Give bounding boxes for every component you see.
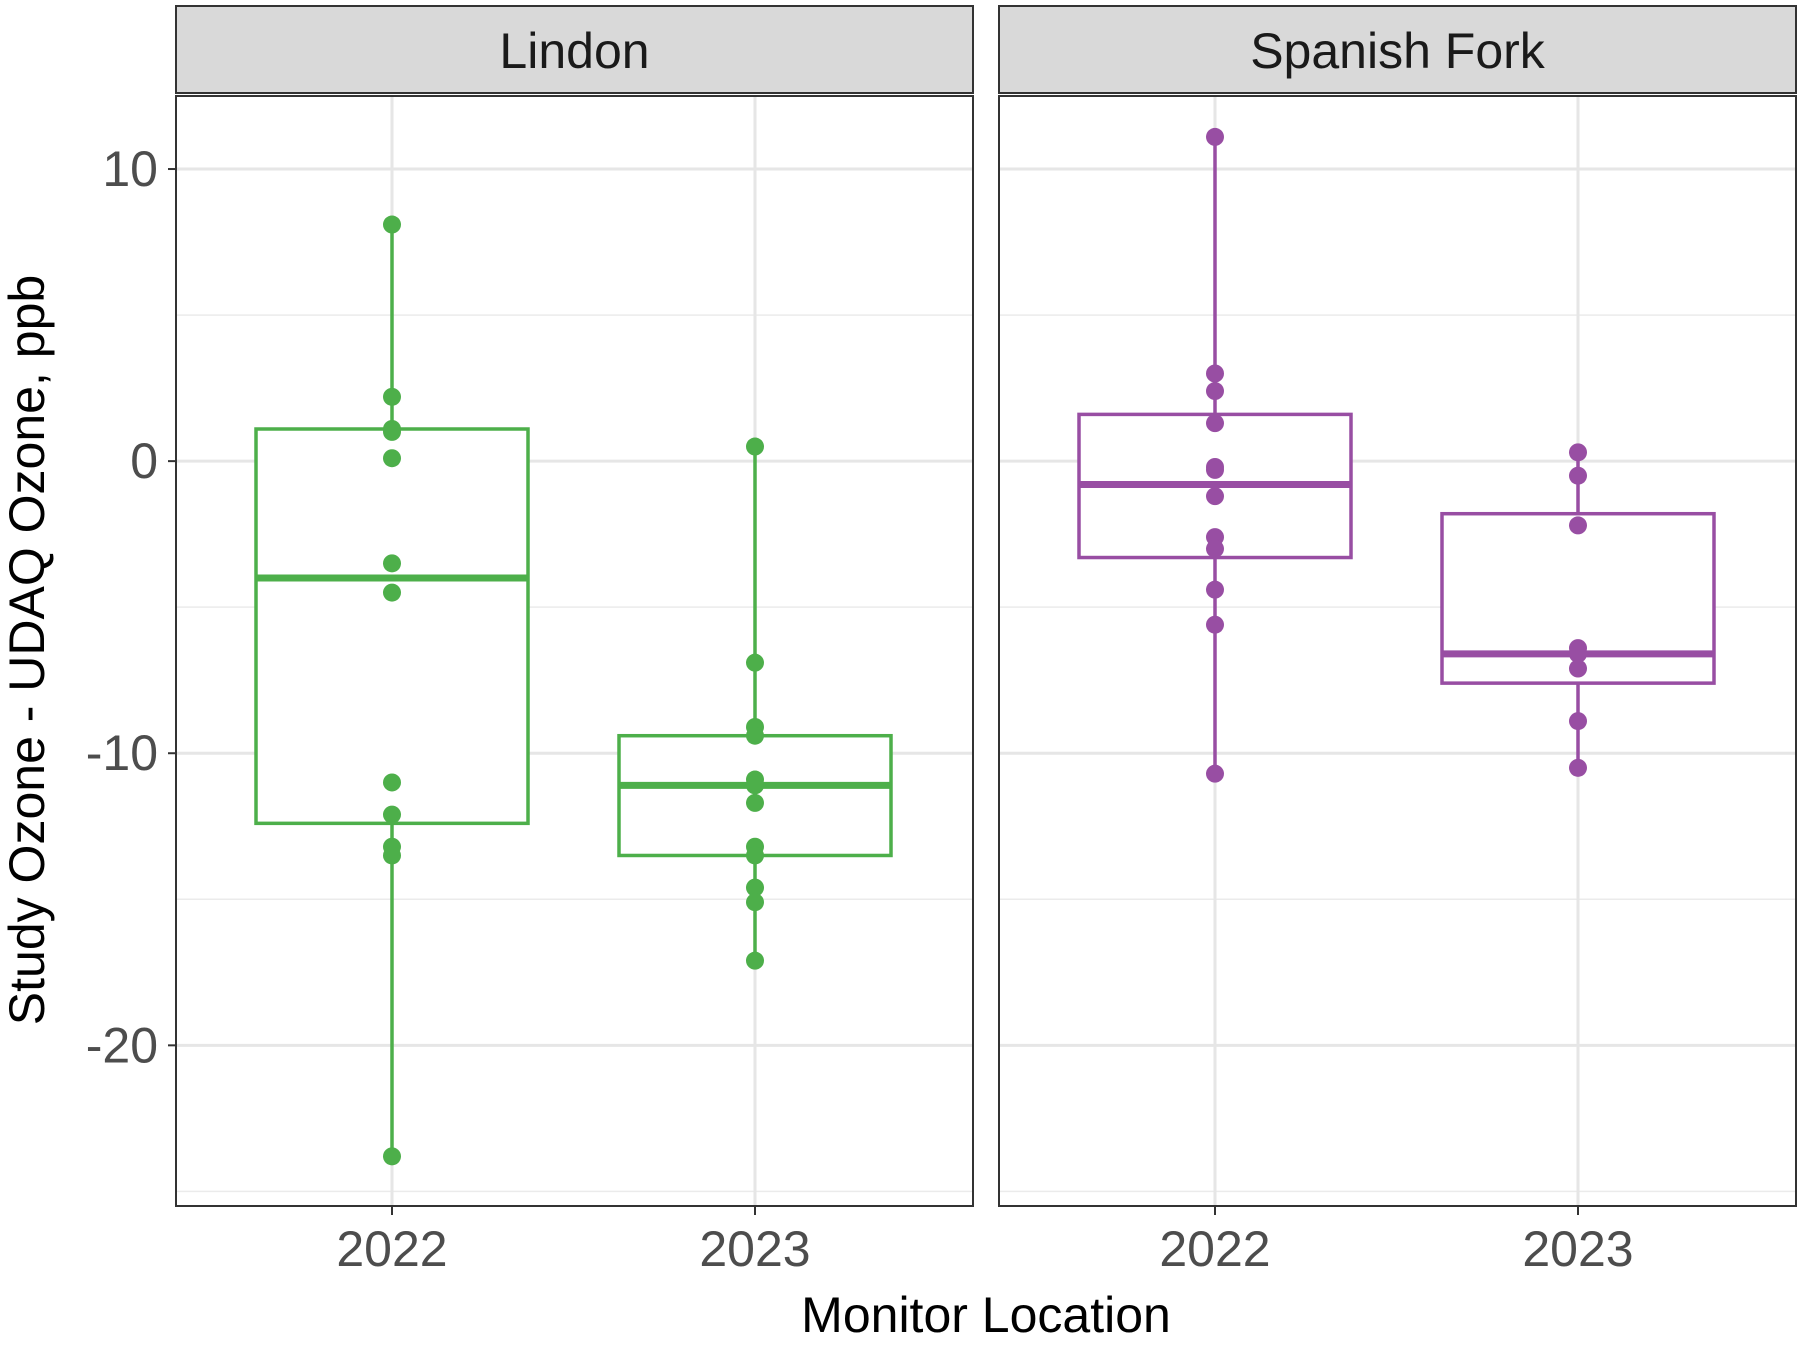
data-point	[383, 422, 401, 441]
box-group	[617, 437, 893, 970]
data-point	[746, 437, 764, 456]
x-tick-label: 2022	[1159, 1221, 1270, 1277]
data-point	[746, 793, 764, 812]
data-point	[1569, 516, 1587, 535]
data-point	[1206, 580, 1224, 599]
y-tick-label: -10	[86, 725, 158, 781]
panel-border	[175, 95, 974, 1207]
iqr-box	[254, 427, 530, 826]
data-point	[746, 776, 764, 795]
facet-strip	[998, 5, 1797, 94]
y-tick-label: -20	[86, 1017, 158, 1073]
box-group	[1440, 443, 1716, 777]
data-point	[746, 893, 764, 912]
data-point	[1206, 364, 1224, 383]
y-tick-label: 10	[102, 141, 158, 197]
data-point	[1569, 758, 1587, 777]
data-point	[1206, 414, 1224, 433]
data-point	[383, 449, 401, 468]
y-tick-label: 0	[130, 433, 158, 489]
data-point	[746, 726, 764, 745]
data-point	[1569, 712, 1587, 731]
data-point	[746, 878, 764, 897]
data-point	[746, 653, 764, 672]
data-point	[746, 846, 764, 865]
data-point	[1569, 466, 1587, 485]
data-point	[383, 215, 401, 234]
facet-strip-label: Spanish Fork	[1250, 23, 1546, 79]
data-point	[383, 846, 401, 865]
facet-panel: Spanish Fork 2022 2023	[998, 5, 1797, 1277]
y-axis-title: Study Ozone - UDAQ Ozone, ppb	[0, 275, 55, 1025]
facet-panels: 10 0 -10 -20 Lindon 2022 2023 Spanish Fork 2022 2…	[86, 5, 1797, 1277]
x-axis-title: Monitor Location	[801, 1287, 1171, 1343]
data-point	[383, 583, 401, 602]
data-point	[383, 805, 401, 824]
x-tick-label: 2023	[699, 1221, 810, 1277]
data-point	[1206, 615, 1224, 634]
data-point	[746, 951, 764, 970]
box-group	[254, 215, 530, 1166]
data-point	[1206, 487, 1224, 506]
facet-panel: Lindon 2022 2023	[175, 5, 974, 1277]
data-point	[1206, 539, 1224, 558]
data-point	[383, 773, 401, 792]
box-group	[1077, 127, 1353, 783]
x-tick-label: 2022	[336, 1221, 447, 1277]
data-point	[1569, 644, 1587, 663]
data-point	[383, 1147, 401, 1166]
data-point	[383, 554, 401, 573]
facet-strip	[175, 5, 974, 94]
data-point	[1206, 460, 1224, 479]
facet-strip-label: Lindon	[499, 23, 649, 79]
data-point	[1206, 382, 1224, 401]
data-point	[1569, 443, 1587, 462]
data-point	[383, 387, 401, 406]
panel-border	[998, 95, 1797, 1207]
data-point	[1206, 764, 1224, 783]
data-point	[1569, 659, 1587, 678]
data-point	[1206, 127, 1224, 146]
x-tick-label: 2023	[1522, 1221, 1633, 1277]
